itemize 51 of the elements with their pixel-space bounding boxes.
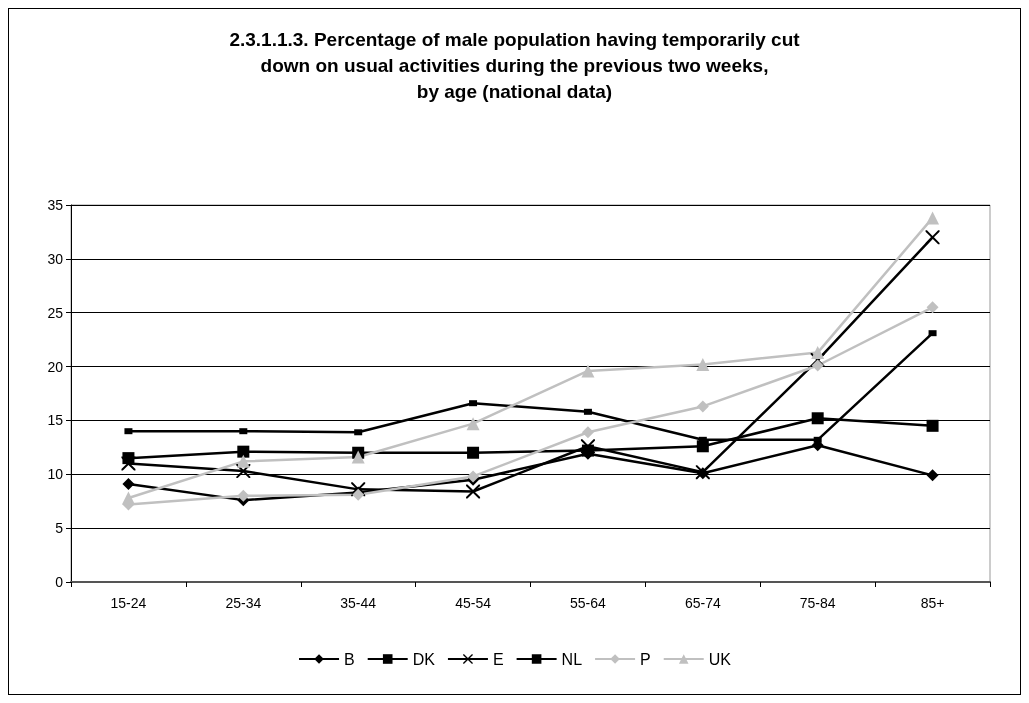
point	[811, 346, 825, 360]
point	[239, 428, 248, 435]
x-tick-label: 25-34	[225, 595, 262, 611]
y-tick-label: 30	[47, 250, 64, 267]
point	[811, 359, 824, 372]
y-tick-label: 0	[55, 574, 64, 590]
y-tick-label: 25	[47, 304, 64, 321]
point	[811, 412, 824, 425]
point	[237, 445, 250, 458]
point	[926, 469, 939, 482]
legend-label: B	[344, 650, 355, 668]
y-tick-label: 5	[55, 520, 64, 537]
point	[121, 456, 136, 471]
legend-label: NL	[561, 650, 583, 668]
x-tick-label: 75-84	[799, 595, 836, 611]
point	[581, 426, 594, 439]
y-tick-label: 15	[47, 412, 64, 429]
point	[581, 364, 595, 378]
chart-title: 2.3.1.1.3. Percentage of male population having temporarily cut down on usual activities during the previous two weeks, by age (national data)	[229, 28, 801, 102]
legend-label: UK	[708, 650, 732, 668]
y-tick-label: 10	[47, 466, 64, 483]
point	[122, 477, 135, 490]
legend-label: DK	[412, 650, 436, 668]
x-tick-label: 85+	[920, 595, 945, 611]
y-tick-label: 35	[47, 197, 64, 213]
point	[926, 301, 939, 314]
x-tick-label: 45-54	[455, 595, 492, 611]
point	[696, 357, 710, 371]
point	[467, 446, 480, 459]
point	[813, 436, 822, 443]
point	[236, 454, 250, 468]
legend-label: P	[640, 650, 651, 668]
point	[696, 400, 709, 413]
point	[926, 211, 940, 225]
point	[928, 330, 937, 337]
point	[469, 400, 478, 407]
point	[926, 419, 939, 432]
point	[466, 417, 480, 431]
y-tick-label: 20	[47, 358, 64, 375]
point	[583, 408, 592, 415]
point	[925, 230, 940, 245]
x-tick-label: 35-44	[340, 595, 377, 611]
point	[351, 450, 365, 464]
point	[580, 439, 595, 454]
x-tick-label: 15-24	[110, 595, 147, 611]
x-tick-label: 55-64	[570, 595, 607, 611]
point	[354, 429, 363, 436]
point	[121, 491, 135, 505]
point	[124, 428, 133, 435]
legend-label: E	[492, 650, 504, 668]
x-tick-label: 65-74	[684, 595, 721, 611]
